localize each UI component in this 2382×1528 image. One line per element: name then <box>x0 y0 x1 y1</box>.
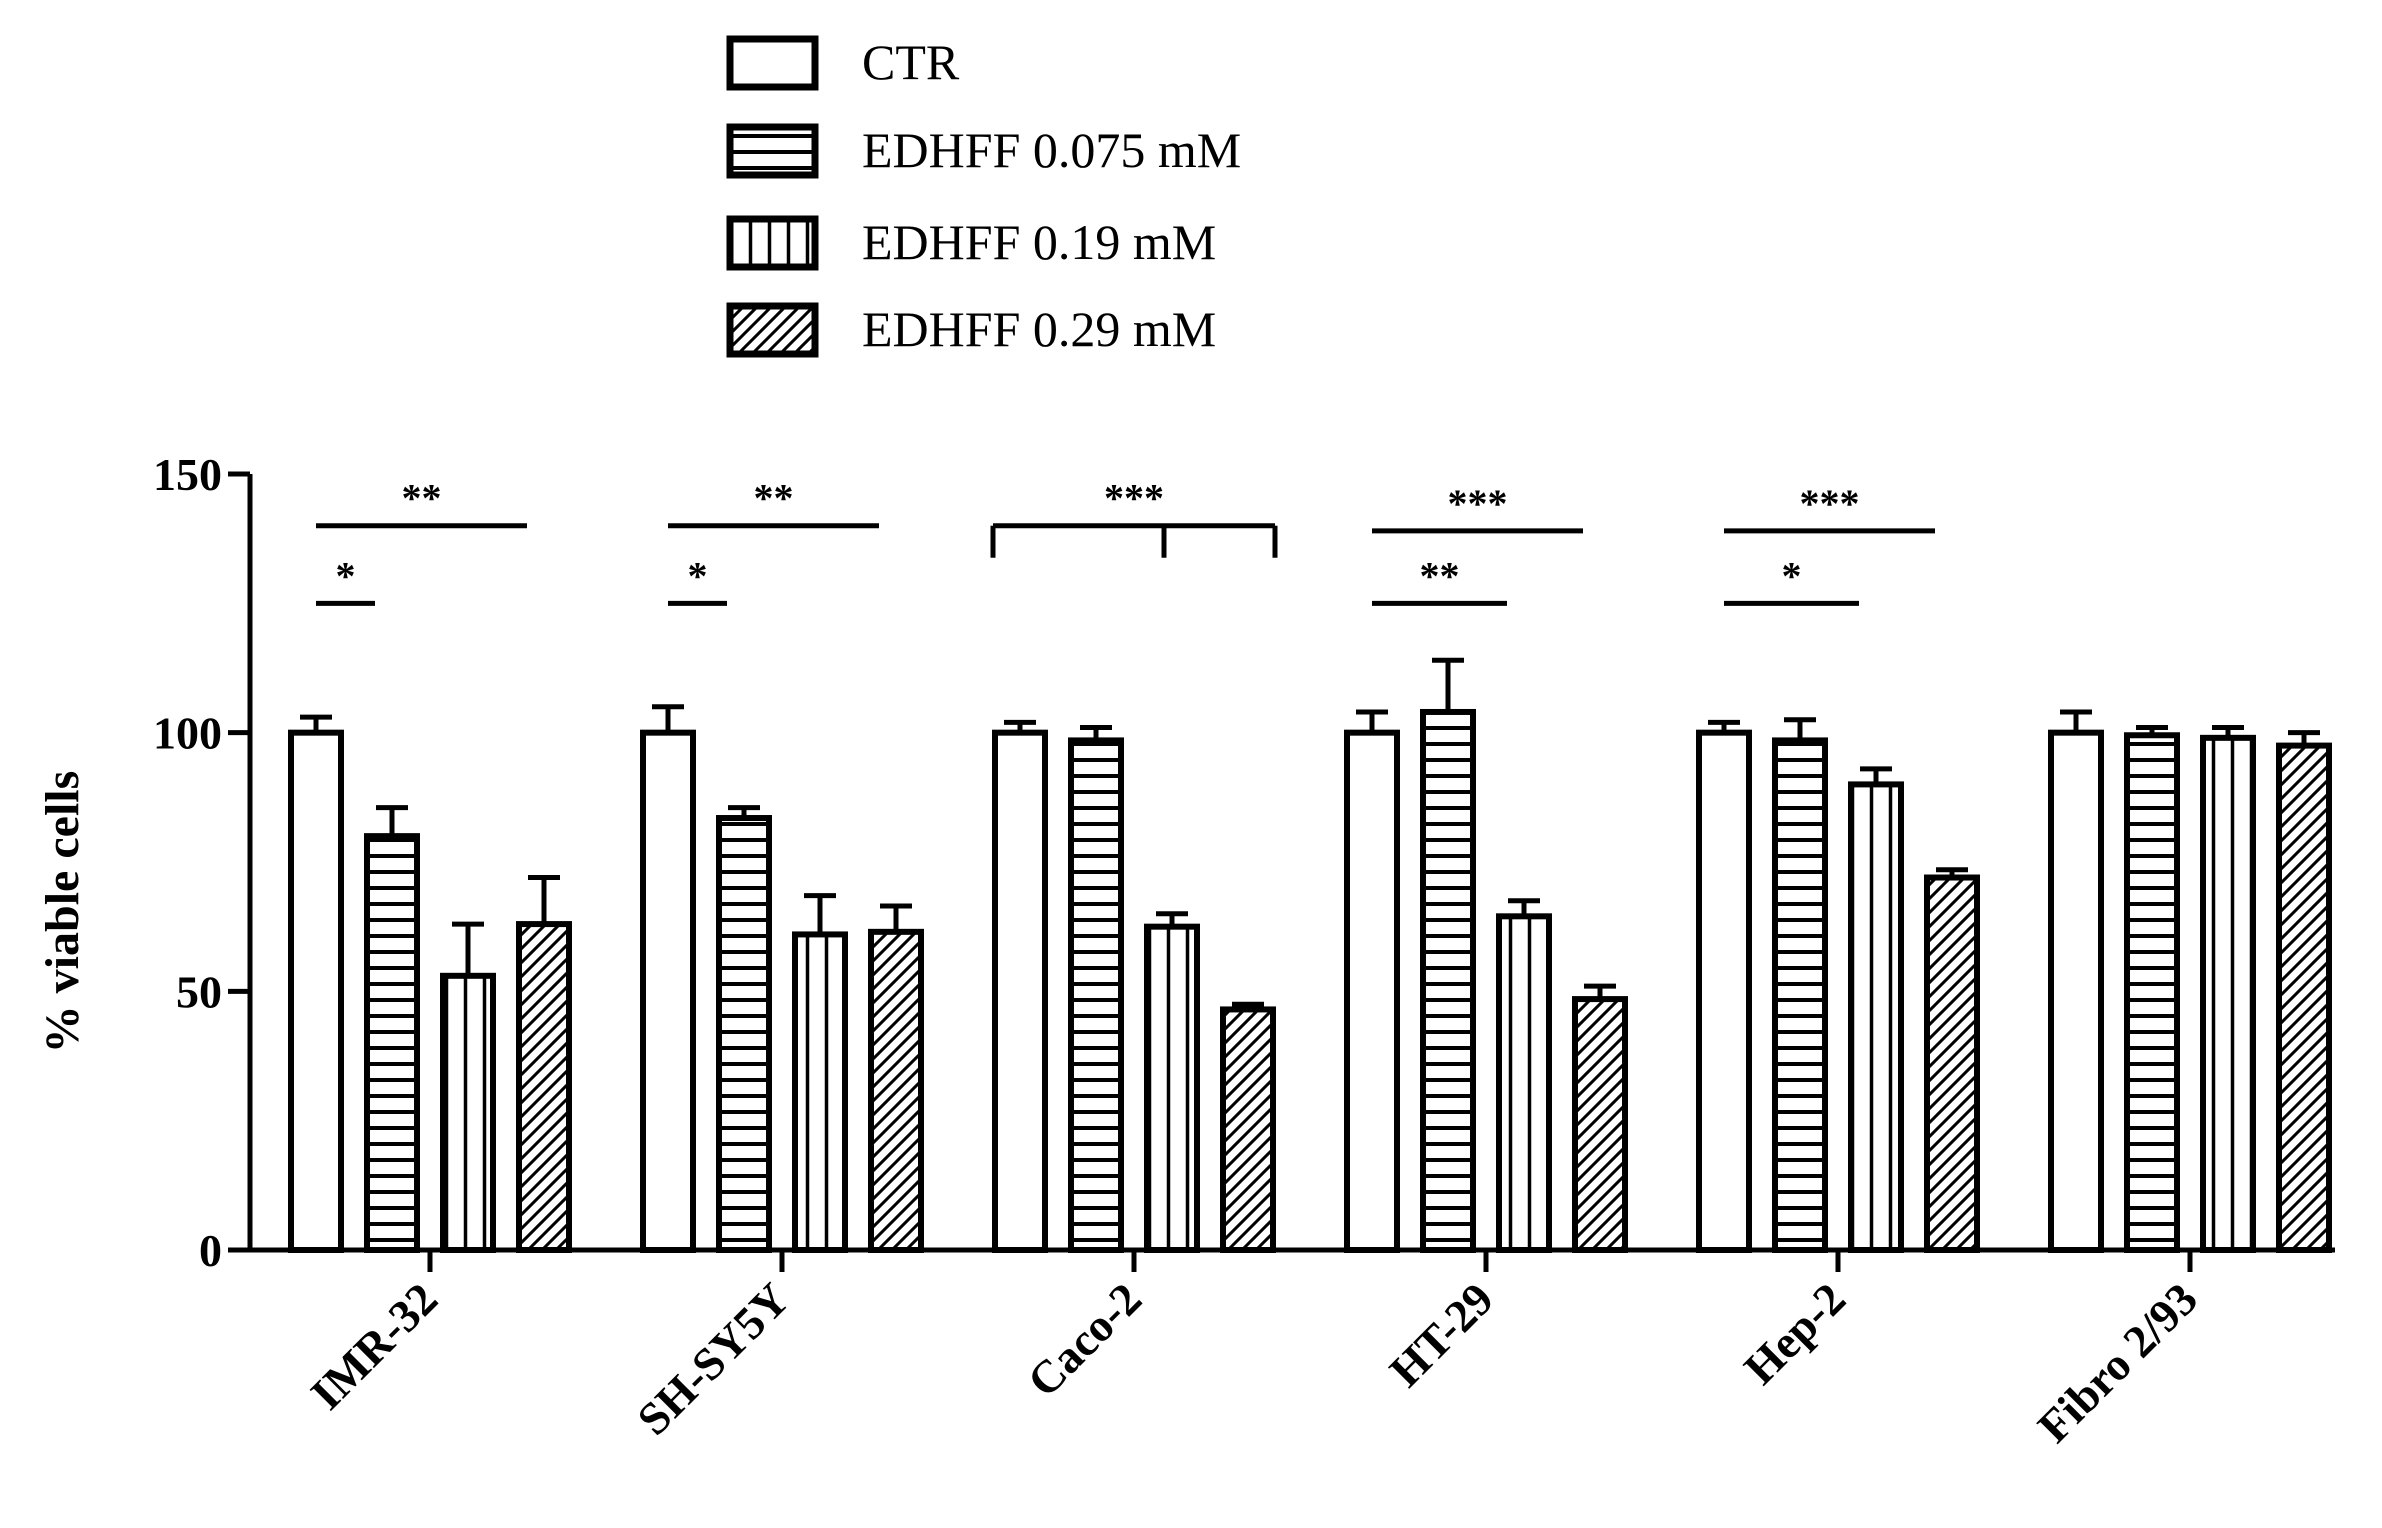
bar <box>868 928 924 1254</box>
y-axis-title: % viable cells <box>36 771 89 1054</box>
bar <box>992 729 1048 1253</box>
significance-label: *** <box>1448 481 1508 526</box>
y-tick-label: 100 <box>153 708 222 759</box>
legend-label: EDHFF 0.19 mM <box>862 214 1216 270</box>
bar <box>1572 996 1628 1253</box>
significance-label: * <box>688 553 708 598</box>
legend-swatch <box>726 302 819 358</box>
bar <box>1144 923 1200 1254</box>
x-tick-label: Hep-2 <box>1734 1273 1855 1394</box>
bar <box>792 931 848 1254</box>
bar <box>2124 732 2180 1253</box>
bars <box>288 657 2332 1254</box>
significance-label: ** <box>754 476 794 521</box>
bar <box>364 833 420 1254</box>
bar <box>1848 781 1904 1254</box>
bar <box>2276 742 2332 1253</box>
legend: CTR EDHFF 0.075 mM EDHFF 0.19 mM EDHFF 0.29… <box>726 34 1241 358</box>
bar <box>1344 729 1400 1253</box>
legend-swatch <box>726 215 819 271</box>
bar <box>1068 737 1124 1254</box>
bar <box>440 972 496 1254</box>
bar <box>1772 737 1828 1254</box>
bar <box>1924 874 1980 1254</box>
bar <box>716 815 772 1253</box>
legend-swatch <box>726 123 819 179</box>
y-tick-label: 150 <box>153 449 222 500</box>
x-tick-label: Caco-2 <box>1017 1273 1151 1407</box>
bar <box>516 921 572 1254</box>
y-tick-label: 50 <box>176 966 222 1017</box>
bar <box>1696 729 1752 1253</box>
y-tick-label: 0 <box>199 1225 222 1276</box>
significance-label: *** <box>1104 476 1164 521</box>
x-tick-label: Fibro 2/93 <box>2028 1273 2207 1452</box>
legend-label: EDHFF 0.075 mM <box>862 122 1241 178</box>
legend-label: EDHFF 0.29 mM <box>862 301 1216 357</box>
bar <box>1420 708 1476 1253</box>
bar <box>2200 734 2256 1253</box>
significance-label: ** <box>1420 553 1460 598</box>
bar <box>1220 1006 1276 1253</box>
bar <box>288 729 344 1253</box>
significance-markers: ********* ********* <box>316 476 1935 606</box>
significance-label: * <box>1782 553 1802 598</box>
legend-label: CTR <box>862 34 960 90</box>
bar <box>640 729 696 1253</box>
significance-label: ** <box>402 476 442 521</box>
bar <box>2048 729 2104 1253</box>
significance-label: * <box>336 553 356 598</box>
significance-label: *** <box>1800 481 1860 526</box>
x-tick-label: HT-29 <box>1380 1273 1503 1396</box>
bar <box>1496 913 1552 1253</box>
x-tick-label: SH-SY5Y <box>627 1273 799 1445</box>
x-tick-label: IMR-32 <box>301 1273 447 1419</box>
legend-swatch <box>726 35 819 91</box>
